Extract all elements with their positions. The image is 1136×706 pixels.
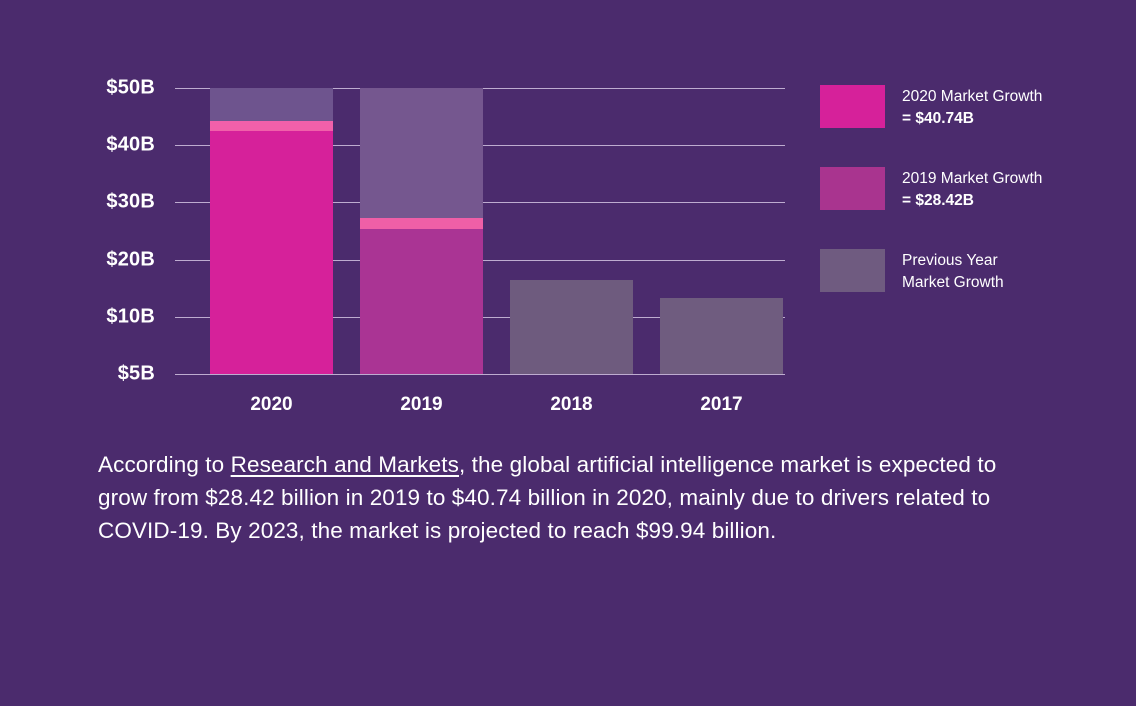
bar-segment-2020-market-growth bbox=[210, 130, 333, 374]
legend-label: 2019 Market Growth = $28.42B bbox=[902, 170, 1043, 209]
x-axis-labels: 2020 2019 2018 2017 bbox=[210, 394, 783, 416]
y-axis-tick-label: $30B bbox=[106, 190, 155, 213]
bar-segment-previous-year-ghost bbox=[210, 88, 333, 121]
legend-item: Previous Year Market Growth bbox=[820, 249, 1042, 294]
caption: According to Research and Markets, the g… bbox=[98, 448, 1038, 547]
bar-segment-previous-year-ghost bbox=[360, 88, 483, 219]
x-axis-label-2018: 2018 bbox=[550, 394, 593, 415]
legend: 2020 Market Growth = $40.74B 2019 Market G… bbox=[820, 85, 1042, 294]
bar-segment-2019-market-growth bbox=[360, 228, 483, 374]
y-axis-tick-label: $40B bbox=[106, 133, 155, 156]
bars bbox=[210, 88, 785, 374]
bar-segment-highlight-stripe bbox=[210, 120, 333, 131]
legend-item: 2020 Market Growth = $40.74B bbox=[820, 85, 1042, 130]
y-axis-tick-label: $50B bbox=[106, 76, 155, 99]
y-axis-tick-label: $10B bbox=[106, 305, 155, 328]
y-axis-tick-label: $5B bbox=[117, 362, 155, 385]
bar-segment-previous-year-growth bbox=[660, 297, 783, 374]
bar-segment-highlight-stripe bbox=[360, 218, 483, 229]
bar-segment-previous-year-growth bbox=[510, 280, 633, 374]
legend-swatch bbox=[820, 167, 885, 210]
legend-swatch bbox=[820, 249, 885, 292]
bar-2018 bbox=[510, 88, 633, 374]
y-axis-labels: $50B $40B $30B $20B $10B $5B bbox=[70, 77, 165, 385]
legend-label: 2020 Market Growth = $40.74B bbox=[902, 88, 1043, 127]
bar-2017 bbox=[660, 88, 783, 374]
bar-2020 bbox=[210, 88, 333, 374]
legend-label: Previous Year Market Growth bbox=[902, 252, 1004, 291]
legend-item: 2019 Market Growth = $28.42B bbox=[820, 167, 1042, 212]
bar-2019 bbox=[360, 88, 483, 374]
plot-area bbox=[175, 88, 785, 375]
y-axis-tick-label: $20B bbox=[106, 248, 155, 271]
caption-suffix: , the global artificial intelligence mar… bbox=[98, 452, 997, 544]
legend-swatch bbox=[820, 85, 885, 128]
gridline bbox=[175, 374, 785, 375]
x-axis-label-2020: 2020 bbox=[250, 394, 293, 415]
caption-prefix: According to bbox=[98, 452, 231, 477]
x-axis-label-2019: 2019 bbox=[400, 394, 443, 415]
research-and-markets-link[interactable]: Research and Markets bbox=[230, 452, 459, 477]
x-axis-label-2017: 2017 bbox=[700, 394, 743, 415]
